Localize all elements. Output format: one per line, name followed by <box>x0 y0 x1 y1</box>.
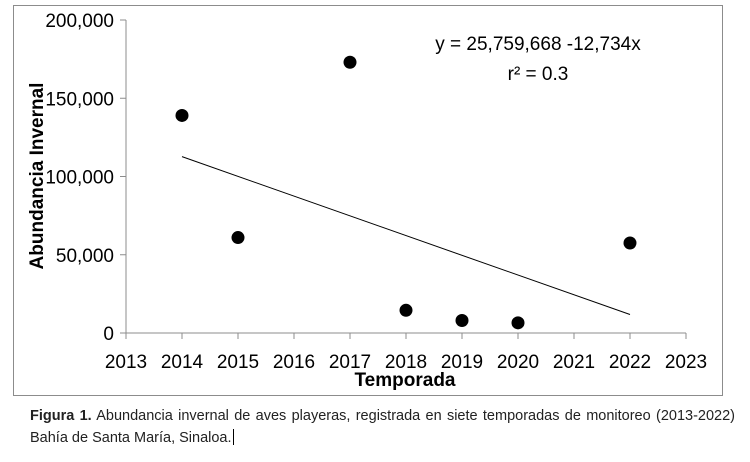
trendline-group <box>181 156 631 316</box>
x-tick-label: 2022 <box>609 352 651 373</box>
data-point <box>623 236 637 250</box>
x-tick-label: 2017 <box>329 352 371 373</box>
text-cursor <box>232 429 234 445</box>
trendline <box>181 156 631 316</box>
x-tick-label: 2013 <box>105 352 147 373</box>
y-tick-label: 50,000 <box>56 246 114 267</box>
data-point <box>399 303 413 317</box>
data-point <box>511 316 525 330</box>
chart-axes <box>125 20 686 334</box>
figure-caption: Figura 1. Abundancia invernal de aves pl… <box>30 405 735 449</box>
x-tick-label: 2015 <box>217 352 259 373</box>
x-tick-label: 2023 <box>665 352 707 373</box>
x-tick-label: 2016 <box>273 352 315 373</box>
data-point <box>455 313 469 327</box>
y-tick-label: 100,000 <box>45 168 114 189</box>
data-point <box>343 55 357 69</box>
y-tick-label: 0 <box>103 324 114 345</box>
y-tick-label: 200,000 <box>45 11 114 32</box>
data-point <box>175 108 189 122</box>
figure-label: Figura 1. <box>30 408 92 424</box>
x-tick-label: 2020 <box>497 352 539 373</box>
r-squared-label: r² = 0.3 <box>508 64 569 85</box>
x-tick-label: 2019 <box>441 352 483 373</box>
x-axis-title: Temporada <box>354 370 455 391</box>
caption-text: Abundancia invernal de aves playeras, re… <box>30 408 735 446</box>
x-tick-label: 2014 <box>161 352 204 373</box>
x-tick-label: 2018 <box>385 352 427 373</box>
x-axis-ticks: 2013 2014 2015 2016 2017 2018 2019 2020 2021 2022… <box>105 333 707 373</box>
y-tick-label: 150,000 <box>45 89 114 110</box>
regression-equation: y = 25,759,668 -12,734x <box>435 34 641 55</box>
data-points <box>175 55 637 330</box>
data-point <box>231 231 245 245</box>
y-axis-ticks: 0 50,000 100,000 150,000 200,000 <box>45 11 126 345</box>
chart-frame <box>13 5 723 396</box>
y-axis-title: Abundancia Invernal <box>27 83 48 270</box>
x-tick-label: 2021 <box>553 352 595 373</box>
